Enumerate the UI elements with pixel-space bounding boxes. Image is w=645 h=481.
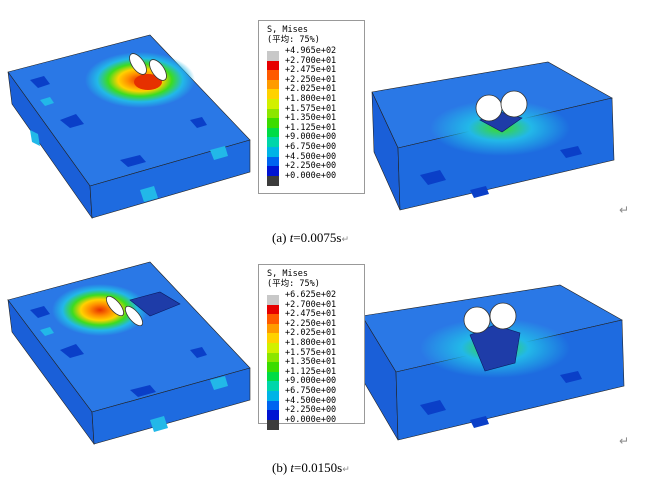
legend-label: +2.250e+00 — [285, 161, 337, 172]
paragraph-mark: ↵ — [341, 235, 349, 245]
legend-swatch — [267, 400, 279, 411]
caption-a: (a) t=0.0075s↵ — [272, 230, 349, 246]
caption-b-value: =0.0150s — [294, 460, 343, 475]
legend-swatch — [267, 343, 279, 353]
block-b-left — [7, 261, 251, 446]
legend-swatch — [267, 60, 279, 71]
legend-swatch — [267, 295, 279, 305]
legend-swatch — [267, 304, 279, 315]
legend-label: +0.000e+00 — [285, 414, 337, 425]
caption-b-var: t — [290, 460, 295, 475]
legend-swatch — [267, 137, 279, 148]
legend-label: +6.750e+00 — [285, 142, 337, 152]
legend-label: +2.250e+01 — [285, 318, 337, 329]
caption-b: (b) t=0.0150s↵ — [272, 460, 350, 476]
legend-label: +4.500e+00 — [285, 395, 337, 406]
legend-label: +6.750e+00 — [285, 386, 337, 396]
legend-label: +9.000e+00 — [285, 132, 337, 143]
legend-label: +2.250e+01 — [285, 74, 337, 85]
projectiles-a-right — [475, 90, 528, 122]
block-b-right — [361, 284, 625, 441]
legend-label: +2.475e+01 — [285, 309, 337, 320]
caption-b-label: (b) — [272, 460, 291, 475]
legend-swatch — [267, 127, 279, 138]
caption-a-var: t — [289, 230, 294, 245]
legend-swatch — [267, 147, 279, 157]
legend-swatch — [267, 175, 279, 186]
legend-swatch — [267, 99, 279, 109]
legend-label: +1.125e+01 — [285, 366, 337, 377]
legend-swatch — [267, 89, 279, 100]
legend-label: +9.000e+00 — [285, 376, 337, 387]
legend-swatch — [267, 51, 279, 61]
block-a-right — [371, 61, 615, 211]
projectiles-b-right — [463, 302, 517, 334]
legend-swatch — [267, 314, 279, 325]
legend-b: S, Mises (平均: 75%) +6.625e+02 +2.700e+01 +… — [258, 264, 365, 430]
legend-swatch — [267, 410, 279, 421]
legend-swatch — [267, 381, 279, 392]
legend-swatch — [267, 156, 279, 167]
legend-b-title: S, Mises — [267, 269, 308, 279]
paragraph-mark: ↵ — [619, 434, 630, 448]
legend-label: +1.800e+01 — [285, 94, 337, 104]
legend-label: +6.625e+02 — [285, 290, 337, 300]
legend-swatch — [267, 362, 279, 373]
legend-a-title: S, Mises — [267, 25, 308, 35]
legend-swatch — [267, 333, 279, 344]
legend-label: +2.250e+00 — [285, 405, 337, 416]
legend-swatch — [267, 391, 279, 401]
legend-b-subtitle: (平均: 75%) — [267, 279, 320, 289]
caption-a-value: =0.0075s — [293, 230, 342, 245]
legend-label: +2.025e+01 — [285, 328, 337, 339]
legend-label: +2.025e+01 — [285, 84, 337, 95]
legend-a: S, Mises (平均: 75%) +4.965e+02 +2.700e+01 +… — [258, 20, 365, 194]
paragraph-mark: ↵ — [342, 465, 350, 475]
projectiles-b-left — [105, 295, 144, 327]
legend-label: +4.965e+02 — [285, 46, 337, 56]
legend-swatch — [267, 323, 279, 334]
legend-label: +1.125e+01 — [285, 122, 337, 133]
legend-label: +2.475e+01 — [285, 65, 337, 76]
legend-swatch — [267, 419, 279, 430]
legend-swatch — [267, 118, 279, 129]
legend-label: +1.800e+01 — [285, 338, 337, 348]
caption-a-label: (a) — [272, 230, 290, 245]
legend-label: +1.575e+01 — [285, 347, 337, 358]
legend-label: +2.700e+01 — [285, 299, 337, 310]
paragraph-mark: ↵ — [619, 203, 630, 217]
legend-label: +4.500e+00 — [285, 151, 337, 162]
legend-label: +1.350e+01 — [285, 357, 337, 368]
legend-swatch — [267, 70, 279, 81]
legend-swatch — [267, 79, 279, 90]
legend-swatch — [267, 371, 279, 382]
legend-label: +1.350e+01 — [285, 113, 337, 124]
projectiles-a-left — [129, 53, 167, 81]
legend-label: +0.000e+00 — [285, 170, 337, 181]
legend-swatch — [267, 108, 279, 119]
legend-swatch — [267, 352, 279, 363]
legend-swatch — [267, 166, 279, 177]
legend-label: +1.575e+01 — [285, 103, 337, 114]
legend-label: +2.700e+01 — [285, 55, 337, 66]
block-a-left — [7, 34, 251, 220]
legend-a-subtitle: (平均: 75%) — [267, 35, 320, 45]
